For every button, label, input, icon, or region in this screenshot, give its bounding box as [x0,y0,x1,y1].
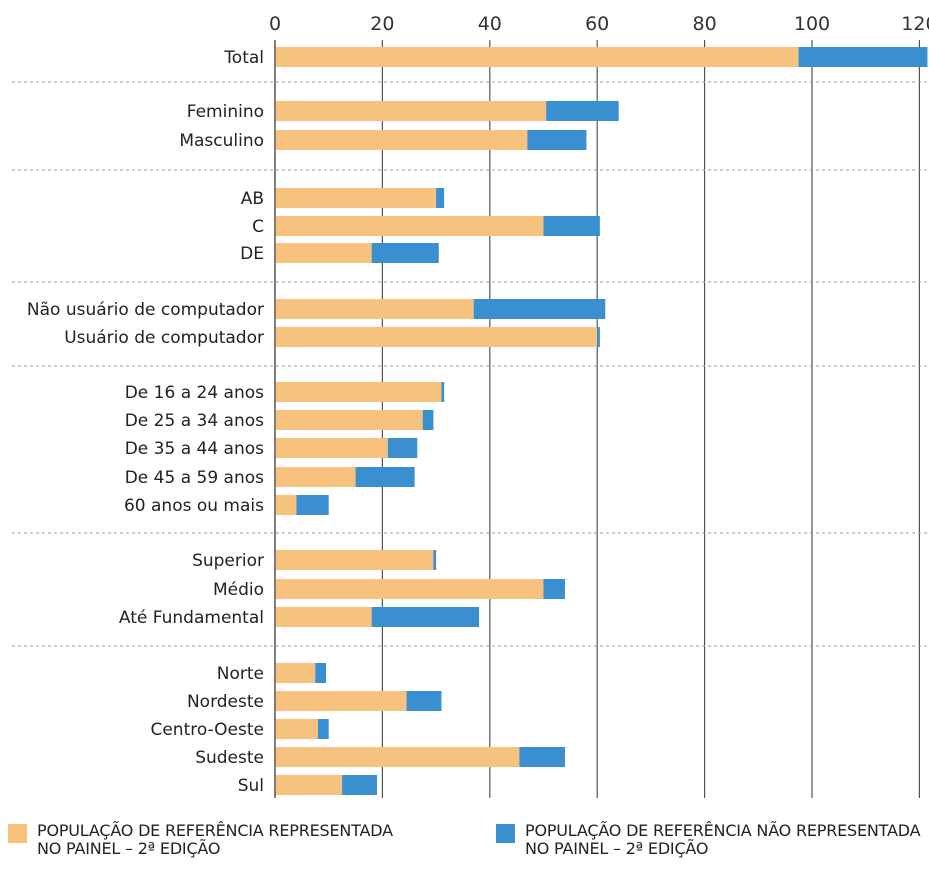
x-tick-label: 40 [478,13,502,35]
bar-not-represented [546,101,619,121]
category-label: Total [223,48,264,68]
bar-not-represented [342,775,378,795]
category-label: Médio [213,580,264,600]
bar-represented [275,467,356,487]
gridlines [274,40,921,798]
bar-represented [275,691,407,711]
bar-represented [275,438,388,458]
category-label: De 35 a 44 anos [125,439,264,459]
category-label: De 45 a 59 anos [125,468,264,488]
bar-represented [275,188,437,208]
bar-represented [275,607,372,627]
x-tick-label: 100 [794,13,830,35]
category-label: C [252,217,264,237]
legend-swatch-represented [8,824,27,843]
bar-represented [275,719,318,739]
category-label: DE [240,244,264,264]
category-label: 60 anos ou mais [124,496,264,516]
legend-item-not-represented: POPULAÇÃO DE REFERÊNCIA NÃO REPRESENTADA… [496,821,921,858]
bar-represented [275,47,799,67]
bar-represented [275,747,520,767]
bar-represented [275,495,297,515]
bar-not-represented [436,188,445,208]
legend-label-represented: POPULAÇÃO DE REFERÊNCIA REPRESENTADA NO … [37,821,393,858]
bar-not-represented [387,438,418,458]
category-label: Superior [192,551,264,571]
bar-represented [275,299,474,319]
bar-represented [275,216,544,236]
legend-item-represented: POPULAÇÃO DE REFERÊNCIA REPRESENTADA NO … [8,822,393,858]
legend-swatch-not-represented [496,824,515,843]
legend-label-not-represented: POPULAÇÃO DE REFERÊNCIA NÃO REPRESENTADA… [525,821,921,858]
category-label: De 16 a 24 anos [125,383,264,403]
category-label: Norte [217,664,264,684]
bar-represented [275,663,316,683]
bar-represented [275,410,423,430]
category-label: Masculino [179,131,264,151]
category-label: Não usuário de computador [27,300,264,320]
bar-represented [275,130,528,150]
bar-not-represented [441,382,445,402]
bar-represented [275,243,372,263]
bar-represented [275,327,598,347]
bar-not-represented [543,216,600,236]
category-label: Usuário de computador [64,328,264,348]
x-tick-label: 0 [269,13,281,35]
category-label: Sul [238,776,264,796]
bar-not-represented [371,607,480,627]
bar-not-represented [371,243,439,263]
bar-not-represented [798,47,928,67]
bar-not-represented [296,495,329,515]
category-label: Até Fundamental [119,608,264,628]
x-tick-label: 80 [693,13,717,35]
bar-represented [275,101,547,121]
bar-represented [275,775,343,795]
x-tick-label: 20 [370,13,394,35]
category-label: Centro-Oeste [150,720,264,740]
bar-represented [275,382,442,402]
bar-represented [275,579,544,599]
bar-not-represented [527,130,587,150]
bar-not-represented [433,550,437,570]
bar-represented [275,550,434,570]
bar-not-represented [355,467,415,487]
category-label: Feminino [187,102,264,122]
bar-not-represented [315,663,327,683]
stacked-bar-chart: 0 20 40 60 80 100 120 Total Feminino Masculino AB C… [12,13,929,798]
category-label: Sudeste [195,748,264,768]
x-tick-label: 120 [901,13,929,35]
bar-not-represented [519,747,565,767]
bar-not-represented [317,719,329,739]
bar-not-represented [406,691,442,711]
bar-not-represented [543,579,565,599]
x-tick-label: 60 [585,13,609,35]
category-label: Nordeste [187,692,264,712]
category-label: AB [241,189,264,209]
bar-not-represented [597,327,600,347]
category-label: De 25 a 34 anos [125,411,264,431]
bar-not-represented [422,410,434,430]
bar-not-represented [473,299,606,319]
